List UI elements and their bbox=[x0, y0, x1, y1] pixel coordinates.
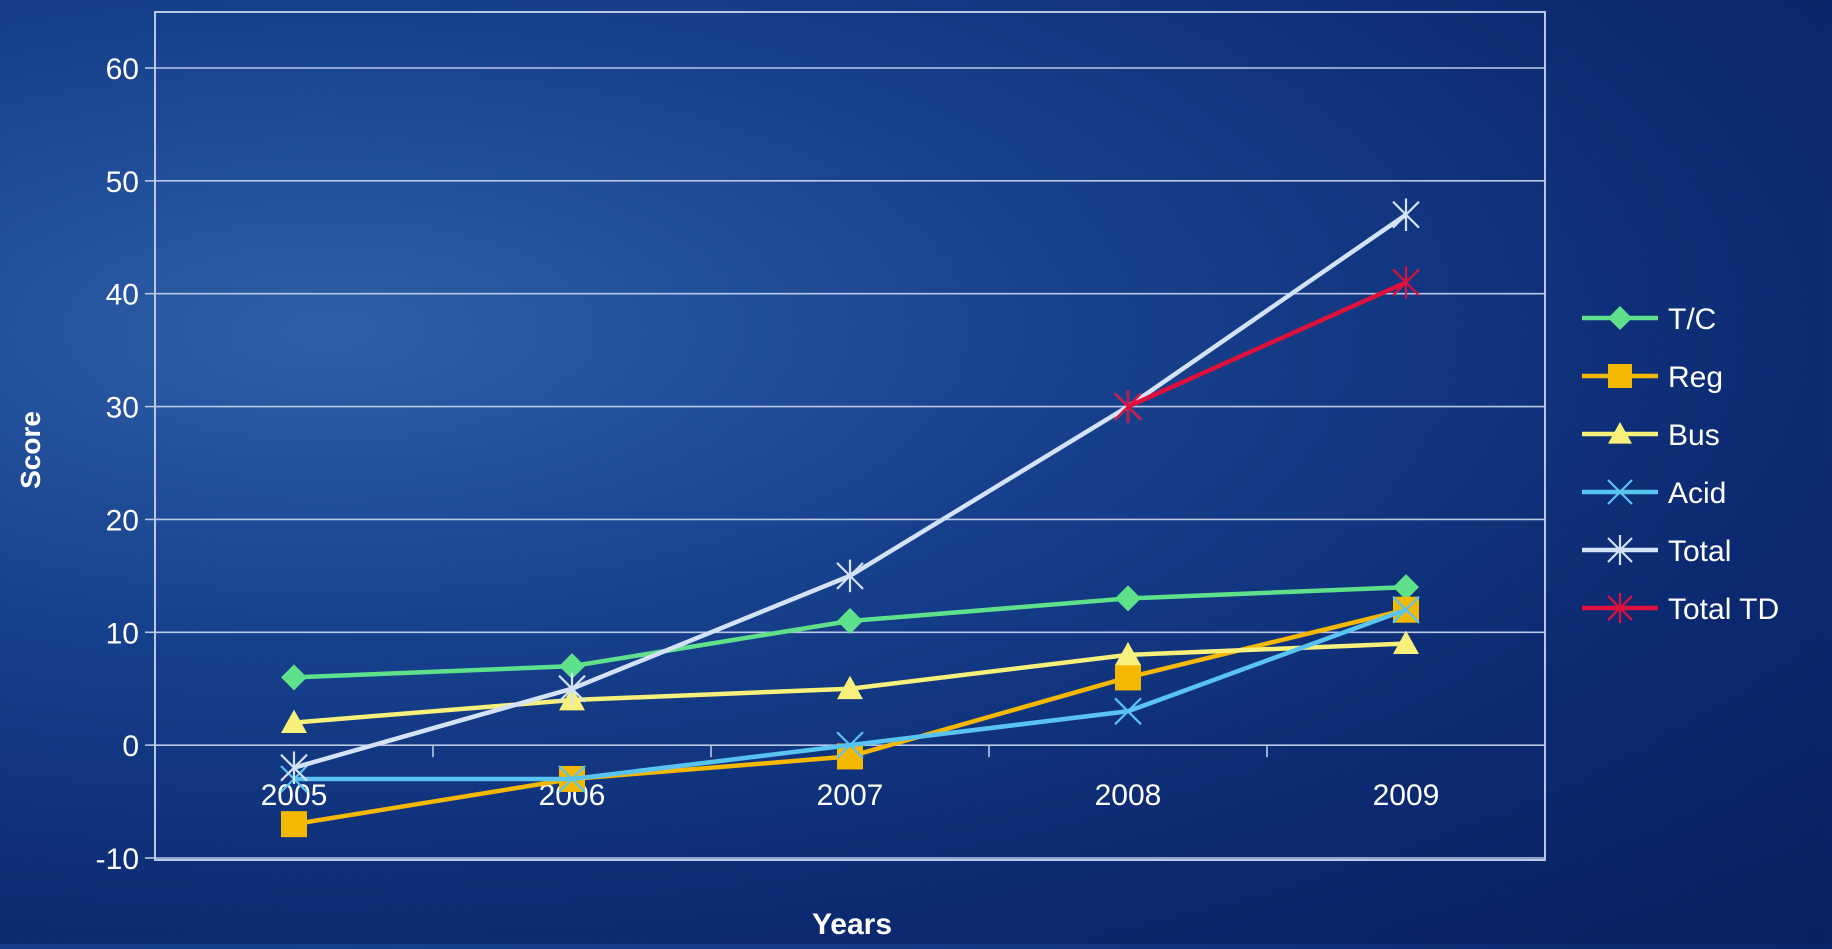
data-point bbox=[1392, 266, 1420, 299]
data-point bbox=[1393, 574, 1419, 601]
data-point bbox=[558, 672, 586, 705]
series-t-c bbox=[281, 574, 1419, 691]
y-tick-label: 50 bbox=[106, 166, 139, 199]
series-total-td bbox=[1114, 266, 1420, 423]
data-point bbox=[1393, 630, 1419, 654]
data-point bbox=[837, 608, 863, 634]
data-point bbox=[281, 664, 307, 691]
data-point bbox=[1608, 306, 1632, 330]
legend-item: Reg bbox=[1582, 361, 1723, 394]
x-axis-title: Years bbox=[812, 908, 892, 941]
data-point bbox=[1114, 697, 1142, 726]
series-line bbox=[1127, 280, 1407, 409]
data-point bbox=[1608, 422, 1632, 444]
y-axis-title: Score bbox=[15, 411, 46, 489]
data-point bbox=[1115, 585, 1141, 612]
data-point bbox=[836, 559, 864, 593]
data-point bbox=[1392, 198, 1420, 231]
y-tick-label: 0 bbox=[122, 730, 139, 763]
legend-item: Acid bbox=[1582, 477, 1726, 510]
data-point bbox=[1607, 535, 1633, 565]
data-point bbox=[281, 811, 307, 838]
y-axis-ticks: -10 0 10 20 30 40 50 60 bbox=[96, 53, 155, 876]
data-point bbox=[281, 709, 307, 733]
y-tick-label: 30 bbox=[106, 392, 139, 425]
data-point bbox=[1607, 479, 1633, 505]
plot-area-border bbox=[154, 11, 1546, 861]
data-point bbox=[836, 731, 864, 759]
legend-item: T/C bbox=[1582, 303, 1716, 336]
legend-item: Total TD bbox=[1582, 593, 1779, 626]
y-tick-label: -10 bbox=[96, 843, 139, 876]
data-point bbox=[558, 765, 586, 793]
data-point bbox=[1115, 664, 1141, 691]
x-tick-label: 2005 bbox=[261, 779, 328, 812]
legend-label: Bus bbox=[1668, 419, 1720, 452]
legend: T/C Reg Bus Acid Total Total TD bbox=[1582, 303, 1779, 626]
legend-item: Total bbox=[1582, 535, 1731, 568]
y-tick-label: 10 bbox=[106, 617, 139, 650]
grid-lines bbox=[155, 67, 1545, 859]
series-acid bbox=[280, 595, 1420, 793]
y-tick-label: 20 bbox=[106, 504, 139, 537]
x-tick-label: 2008 bbox=[1095, 779, 1162, 812]
data-point bbox=[1392, 595, 1420, 624]
legend-item: Bus bbox=[1582, 419, 1720, 452]
data-point bbox=[837, 675, 863, 700]
legend-label: Reg bbox=[1668, 361, 1723, 394]
legend-label: Acid bbox=[1668, 477, 1726, 510]
series-bus bbox=[281, 630, 1419, 733]
y-tick-label: 40 bbox=[106, 279, 139, 312]
series-group bbox=[280, 198, 1420, 838]
x-tick-label: 2009 bbox=[1373, 779, 1440, 812]
data-point bbox=[1607, 593, 1633, 623]
data-point bbox=[1114, 390, 1142, 423]
legend-label: T/C bbox=[1668, 303, 1716, 336]
y-tick-label: 60 bbox=[106, 53, 139, 86]
data-point bbox=[1115, 641, 1141, 666]
legend-label: Total TD bbox=[1668, 593, 1779, 626]
legend-label: Total bbox=[1668, 535, 1731, 568]
data-point bbox=[1608, 364, 1632, 388]
data-point bbox=[280, 751, 308, 784]
x-tick-label: 2007 bbox=[817, 779, 884, 812]
data-point bbox=[559, 653, 585, 680]
